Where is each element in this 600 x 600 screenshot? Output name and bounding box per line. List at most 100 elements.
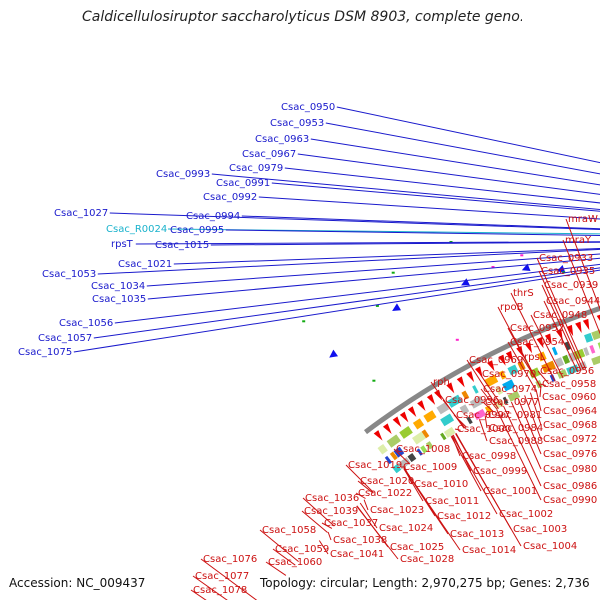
reverse-gene-label: mraW xyxy=(568,214,598,225)
feature-arrow xyxy=(486,360,495,372)
gene-label-leader xyxy=(147,257,600,300)
gene-label-leader xyxy=(355,492,366,499)
forward-gene-label: Csac_0979 xyxy=(229,163,283,174)
gene-label-leader xyxy=(541,284,582,371)
feature-block xyxy=(392,464,402,474)
reverse-gene-label: thrS xyxy=(513,288,534,299)
feature-block xyxy=(466,416,473,425)
reverse-gene-label: Csac_1014 xyxy=(462,545,516,556)
feature-block xyxy=(420,445,428,454)
feature-block xyxy=(507,364,519,376)
gene-label-leader xyxy=(259,529,299,562)
forward-feature-arrow xyxy=(521,263,531,272)
reverse-gene-label: Csac_0976 xyxy=(543,449,597,460)
feature-block xyxy=(473,408,487,421)
feature-arrow xyxy=(399,411,409,423)
reverse-gene-label: Csac_0952 xyxy=(510,323,564,334)
reverse-gene-label: Csac_1078 xyxy=(193,585,247,596)
gene-label-leader xyxy=(466,359,499,410)
reverse-gene-label: Csac_1076 xyxy=(203,554,257,565)
genome-backbone xyxy=(363,305,600,435)
gene-label-leader xyxy=(510,401,542,470)
gene-label-leader xyxy=(454,428,461,431)
reverse-gene-label: Csac_0997 xyxy=(456,410,510,421)
feature-block xyxy=(389,451,398,461)
reverse-gene-label: Csac_0939 xyxy=(544,280,598,291)
feature-arrow xyxy=(434,389,443,401)
reverse-gene-label: Csac_0964 xyxy=(543,406,597,417)
forward-gene-label: Csac_0963 xyxy=(255,134,309,145)
gene-label-leader xyxy=(327,531,332,541)
feature-arrow xyxy=(544,333,552,345)
forward-gene-label: Csac_0994 xyxy=(186,211,240,222)
gene-label-leader xyxy=(538,270,584,371)
feature-block xyxy=(589,344,596,354)
forward-gene-label: Csac_0995 xyxy=(170,225,224,236)
gene-label-leader xyxy=(478,419,488,442)
reverse-gene-label: Csac_1059 xyxy=(275,544,329,555)
feature-block xyxy=(591,355,600,366)
feature-arrow xyxy=(566,324,574,337)
reverse-gene-label: Csac_1000 xyxy=(457,424,511,435)
feature-arrow xyxy=(456,376,465,388)
reverse-gene-label: Csac_1077 xyxy=(195,571,249,582)
feature-block xyxy=(412,431,426,445)
forward-gene-label: Csac_0992 xyxy=(203,192,257,203)
feature-block xyxy=(549,374,556,383)
gene-label-leader xyxy=(325,122,600,175)
reverse-gene-label: Csac_0972 xyxy=(543,434,597,445)
feature-mark xyxy=(391,271,395,274)
gene-label-leader xyxy=(258,196,600,220)
reverse-gene-label: Csac_1012 xyxy=(437,511,491,522)
gene-label-leader xyxy=(272,548,296,566)
feature-block xyxy=(440,413,455,427)
gene-label-leader xyxy=(535,389,542,412)
reverse-gene-label: Csac_0960 xyxy=(542,392,596,403)
gene-label-leader xyxy=(482,401,494,412)
gene-label-leader xyxy=(297,153,600,195)
forward-gene-label: Csac_0967 xyxy=(242,149,296,160)
forward-feature-arrow xyxy=(329,349,339,358)
feature-arrow xyxy=(582,318,590,331)
forward-gene-label: Csac_0950 xyxy=(281,102,335,113)
gene-label-leader xyxy=(453,414,467,428)
reverse-gene-label: Csac_1024 xyxy=(379,523,433,534)
feature-block xyxy=(386,434,401,448)
gene-label-leader xyxy=(524,395,542,440)
gene-label-leader xyxy=(403,467,461,551)
gene-label-leader xyxy=(539,387,542,398)
reverse-gene-label: Csac_1028 xyxy=(400,554,454,565)
reverse-gene-label: Csac_1039 xyxy=(304,506,358,517)
feature-block xyxy=(461,390,470,400)
feature-mark xyxy=(562,271,566,274)
feature-block xyxy=(493,398,505,410)
reverse-gene-label: Csac_1019 xyxy=(348,460,402,471)
reverse-gene-label: Csac_0956 xyxy=(540,366,594,377)
feature-block xyxy=(436,402,450,415)
gene-label-leader xyxy=(114,263,600,324)
feature-block xyxy=(528,367,541,379)
gene-label-leader xyxy=(539,383,546,386)
topology-text: Topology: circular; Length: 2,970,275 bp… xyxy=(260,576,590,590)
feature-arrow xyxy=(407,406,417,418)
forward-gene-label: Csac_R0024 xyxy=(106,224,167,235)
feature-arrow xyxy=(466,371,475,383)
feature-arrow xyxy=(392,416,402,428)
feature-block xyxy=(397,457,411,470)
gene-label-leader xyxy=(310,138,600,186)
feature-block xyxy=(440,432,447,441)
feature-block xyxy=(541,360,556,373)
gene-label-leader xyxy=(135,241,600,245)
feature-block xyxy=(377,443,388,455)
reverse-gene-label: Csac_0984 xyxy=(489,423,543,434)
feature-arrow xyxy=(446,382,455,394)
feature-block xyxy=(393,446,405,458)
gene-label-leader xyxy=(510,292,556,382)
reverse-gene-label: Csac_1022 xyxy=(358,488,412,499)
gene-label-leader xyxy=(562,239,600,335)
feature-block xyxy=(502,396,509,405)
feature-block xyxy=(566,364,580,376)
feature-block xyxy=(498,370,507,380)
reverse-gene-label: Csac_0974 xyxy=(483,384,537,395)
